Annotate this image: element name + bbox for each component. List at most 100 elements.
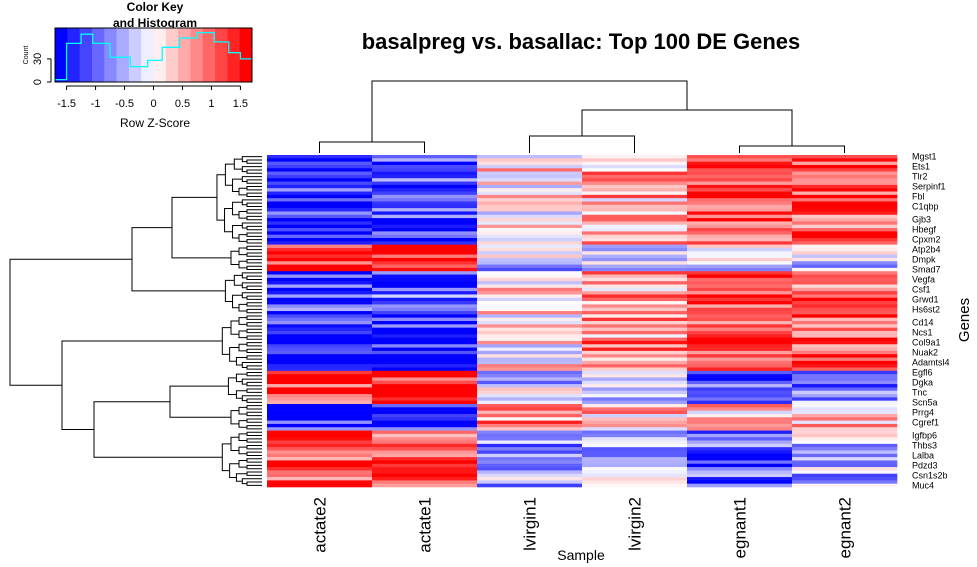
heatmap-cell [477,460,583,465]
heatmap-cell [267,228,373,232]
heatmap-cell [372,420,478,425]
heatmap-cell [477,384,583,388]
heatmap-cell [687,317,793,322]
heatmap-cell [267,330,373,335]
heatmap-cell [687,307,793,312]
heatmap-cell [267,257,373,262]
heatmap-cell [372,267,478,272]
heatmap-cell [687,357,793,362]
heatmap-cell [477,450,583,455]
heatmap-cell [687,350,793,355]
heatmap-cell [477,443,583,448]
dendrogram-branch [246,418,262,423]
heatmap-cell [267,251,373,255]
heatmap-cell [477,164,583,169]
heatmap-cell [792,327,898,332]
dendrogram-branch [246,252,262,257]
heatmap-cell [477,321,583,325]
dendrogram-branch [246,295,262,300]
dendrogram-branch [241,199,262,206]
heatmap-cell [582,287,688,292]
heatmap-cell [582,483,688,488]
heatmap-cell [582,387,688,392]
heatmap-cell [792,274,898,279]
heatmap-cell [267,450,373,455]
heatmap-cell [477,483,583,488]
heatmap-cell [372,174,478,179]
heatmap-cell [372,214,478,219]
color-key-x-tick: 0 [150,98,156,110]
heatmap-cell [687,214,793,219]
heatmap-cell [267,218,373,222]
heatmap-cell [582,413,688,418]
heatmap-cell [792,304,898,309]
heatmap-cell [477,470,583,475]
color-key-segment [202,28,216,82]
heatmap-cell [267,297,373,302]
column-dendrogram [319,80,845,153]
dendrogram-branch [246,192,262,197]
heatmap-cell [792,384,898,388]
heatmap-cell [372,321,478,325]
heatmap-cell [372,467,478,471]
heatmap-cell [582,194,688,199]
column-label: lvirgin2 [626,497,645,551]
heatmap-cell [687,390,793,395]
dendrogram-branch [241,156,262,163]
heatmap-cell [582,457,688,461]
row-label: Gjb3 [912,215,931,225]
heatmap-cell [372,350,478,355]
heatmap-cell [687,477,793,481]
heatmap-cell [792,397,898,401]
heatmap-cell [267,158,373,162]
heatmap-cell [687,407,793,411]
dendrogram-branch [246,285,262,290]
column-label: egnant2 [836,497,855,558]
heatmap-cell [267,483,373,488]
heatmap-cell [267,247,373,252]
dendrogram-branch [246,451,262,456]
heatmap-cell [687,294,793,299]
heatmap-cell [477,238,583,242]
dendrogram-branch [235,357,247,366]
dendrogram-branch [246,431,262,437]
heatmap-cell [267,231,373,235]
dendrogram-branch [241,282,262,289]
row-label: Thbs3 [912,441,937,451]
heatmap-cell [792,350,898,355]
heatmap-cell [267,301,373,305]
heatmap-cell [477,224,583,229]
row-label: Dmpk [912,255,936,265]
heatmap-cell [687,191,793,196]
heatmap-cell [477,234,583,239]
color-key-x-label: Row Z-Score [120,116,190,130]
heatmap-cell [267,340,373,345]
row-label: Ets1 [912,162,930,172]
heatmap-cell [582,417,688,421]
dendrogram-branch [246,438,262,443]
dendrogram-branch [246,202,262,207]
heatmap-cell [582,447,688,451]
heatmap-cell [372,254,478,259]
heatmap-cell [477,380,583,385]
heatmap-cell [687,287,793,292]
heatmap-cell [792,450,898,455]
heatmap-cell [372,228,478,232]
heatmap-cell [372,218,478,222]
row-label: Dgka [912,377,933,387]
heatmap-cell [267,321,373,325]
heatmap-cell [582,377,688,382]
heatmap-cell [267,277,373,282]
heatmap-cell [372,427,478,431]
heatmap-cell [267,430,373,435]
heatmap-cell [687,201,793,206]
heatmap-cell [477,344,583,348]
heatmap-cell [582,321,688,325]
row-label: Hs6st2 [912,304,940,314]
heatmap-cell [477,427,583,431]
color-key-segment [239,28,253,82]
heatmap-cell [687,327,793,332]
heatmap-cell [687,254,793,259]
heatmap-cell [582,311,688,315]
heatmap-cell [267,291,373,295]
